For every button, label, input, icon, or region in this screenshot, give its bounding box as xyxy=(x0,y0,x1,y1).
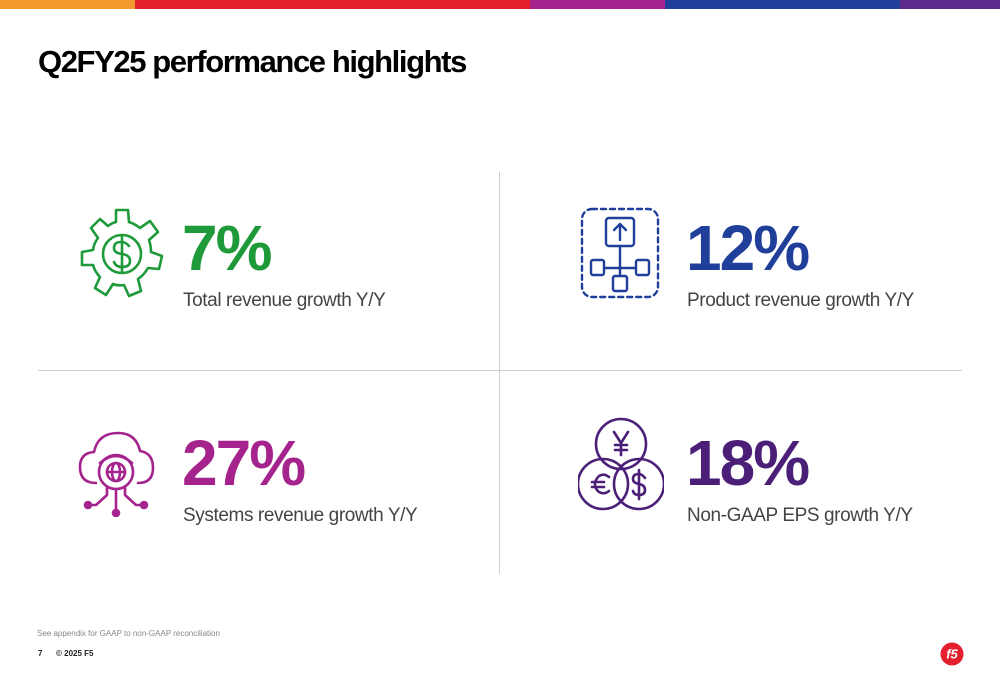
page-number: 7 xyxy=(38,649,43,658)
color-bar-segment xyxy=(900,0,1000,9)
dollar-gear-icon xyxy=(80,206,164,302)
copyright: © 2025 F5 xyxy=(56,649,94,658)
metric-label-systems-revenue: Systems revenue growth Y/Y xyxy=(183,505,418,526)
footnote: See appendix for GAAP to non-GAAP reconc… xyxy=(37,629,220,638)
metric-value-eps: 18% xyxy=(686,427,810,499)
page-title: Q2FY25 performance highlights xyxy=(38,44,467,79)
horizontal-divider xyxy=(38,370,962,371)
metric-value-product-revenue: 12% xyxy=(686,212,810,284)
brand-color-bar xyxy=(0,0,1000,9)
product-flow-icon xyxy=(579,206,661,300)
currency-circles-icon xyxy=(578,416,664,514)
cloud-globe-icon xyxy=(76,425,156,517)
color-bar-segment xyxy=(0,0,135,9)
metric-value-systems-revenue: 27% xyxy=(182,427,306,499)
vertical-divider xyxy=(499,172,500,574)
metric-value-total-revenue: 7% xyxy=(182,212,272,284)
svg-text:f5: f5 xyxy=(946,647,958,662)
metric-label-product-revenue: Product revenue growth Y/Y xyxy=(687,290,914,311)
metric-label-total-revenue: Total revenue growth Y/Y xyxy=(183,290,386,311)
color-bar-segment xyxy=(135,0,530,9)
color-bar-segment xyxy=(530,0,665,9)
f5-logo: f5 xyxy=(940,642,964,666)
color-bar-segment xyxy=(665,0,900,9)
metric-label-eps: Non-GAAP EPS growth Y/Y xyxy=(687,505,913,526)
